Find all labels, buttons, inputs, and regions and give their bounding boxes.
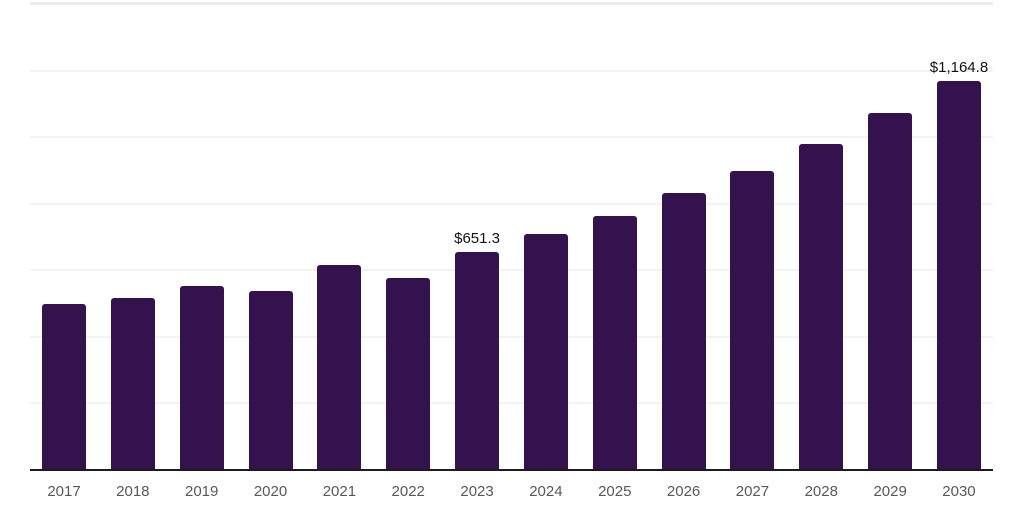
x-tick-label-2021: 2021 xyxy=(322,483,357,500)
gridline-1000 xyxy=(30,136,993,139)
bar-2027 xyxy=(730,170,775,469)
bar-2018 xyxy=(110,297,155,469)
gridline-600 xyxy=(30,269,993,272)
x-axis-tick-labels: 2017 2018 2019 2020 2021 2022 2023 2024 2025 2026… xyxy=(30,483,993,501)
x-tick-label-2017: 2017 xyxy=(47,483,81,500)
bar-2023: $651.3 xyxy=(454,230,500,469)
x-tick-label-2019: 2019 xyxy=(185,483,219,500)
bar-2021 xyxy=(317,264,362,469)
gridline-1200 xyxy=(30,69,993,72)
bar-2024 xyxy=(523,234,568,469)
x-tick-label-2026: 2026 xyxy=(666,483,701,500)
x-tick-label-2018: 2018 xyxy=(116,483,150,500)
x-tick-label-2025: 2025 xyxy=(598,483,632,500)
bar-2030: $1,164.8 xyxy=(930,59,988,469)
x-tick-label-2028: 2028 xyxy=(804,483,838,500)
x-axis-line xyxy=(30,469,993,471)
x-tick-label-2029: 2029 xyxy=(873,483,907,500)
bar-2019 xyxy=(179,285,224,469)
bar-2025 xyxy=(592,216,637,469)
value-label-2030: $1,164.8 xyxy=(929,58,989,76)
bar-2028 xyxy=(799,143,844,469)
bars-row: $651.3 $1,164.8 xyxy=(30,3,993,469)
x-tick-label-2027: 2027 xyxy=(735,483,770,500)
bar-2026 xyxy=(661,193,706,469)
gridline-1400 xyxy=(30,2,993,5)
gridline-200 xyxy=(30,402,993,405)
x-tick-label-2024: 2024 xyxy=(529,483,563,500)
bar-2017 xyxy=(42,303,86,469)
bar-2020 xyxy=(248,291,293,469)
bar-2029 xyxy=(868,113,913,469)
gridline-800 xyxy=(30,202,993,205)
bar-2022 xyxy=(386,277,431,469)
gridline-400 xyxy=(30,335,993,338)
x-tick-label-2030: 2030 xyxy=(942,483,976,500)
x-tick-label-2022: 2022 xyxy=(391,483,425,500)
x-tick-label-2023: 2023 xyxy=(460,483,494,500)
x-tick-label-2020: 2020 xyxy=(253,483,288,500)
value-label-2023: $651.3 xyxy=(454,229,501,247)
gridlines xyxy=(30,2,993,469)
plot-area: $651.3 $1,164.8 xyxy=(30,2,993,471)
